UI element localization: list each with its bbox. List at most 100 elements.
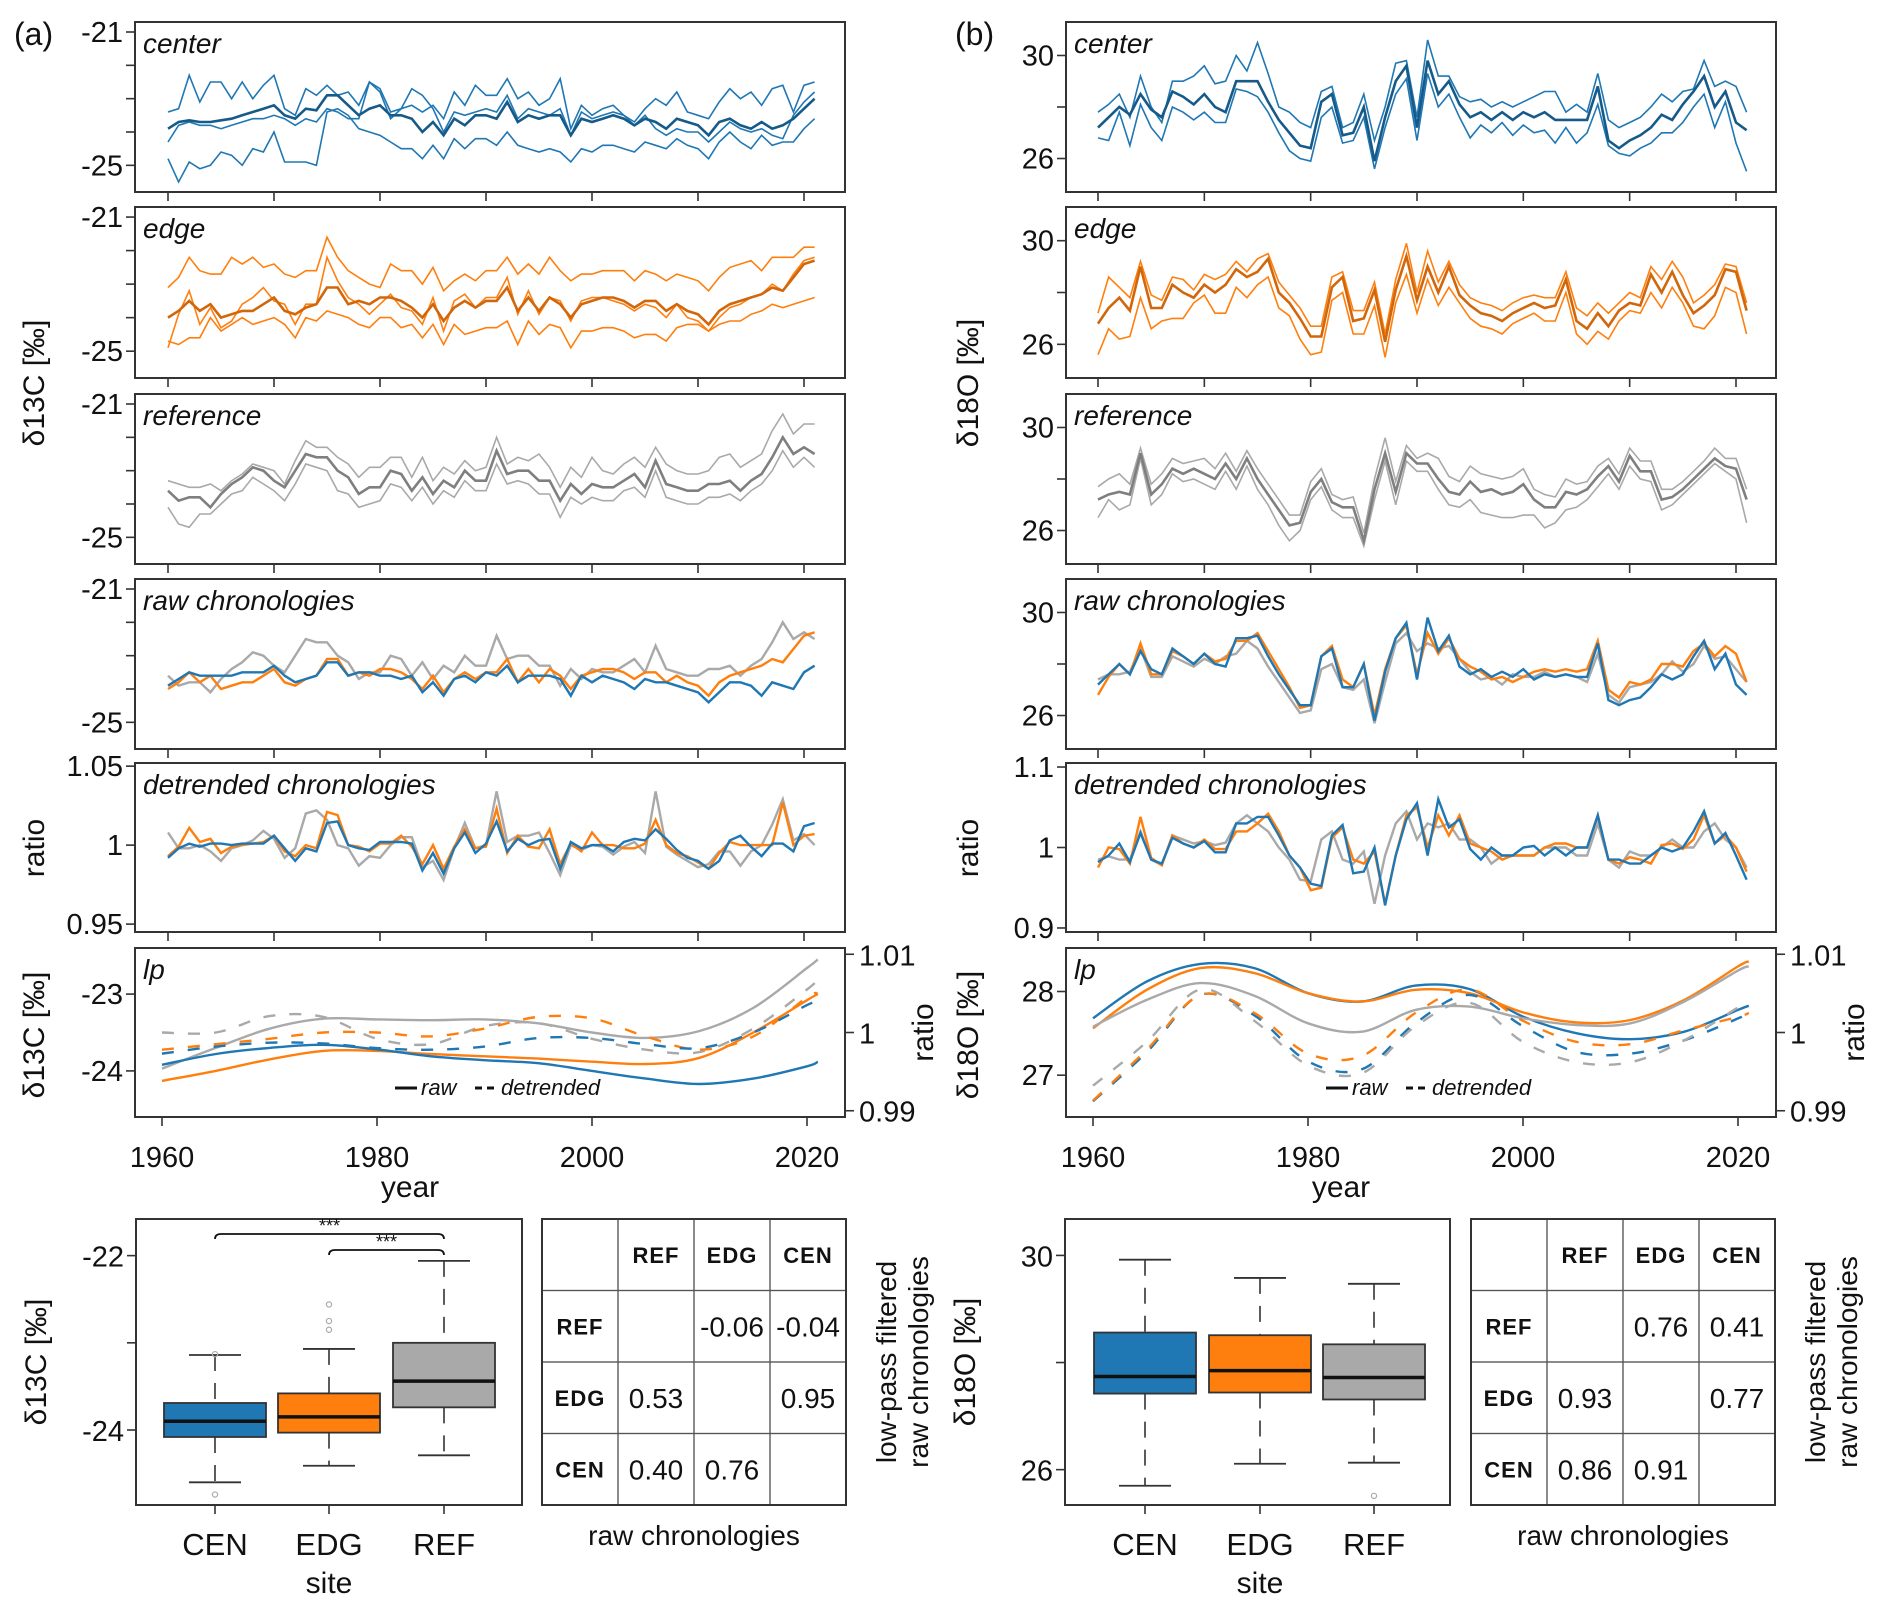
- y-right-tick-label: 1.01: [1790, 940, 1846, 972]
- y-axis-title-lp-d13c: δ13C [‰]: [18, 972, 51, 1099]
- table-column-header: CEN: [783, 1243, 832, 1268]
- significance-label: ***: [376, 1232, 397, 1252]
- table-column-header: REF: [633, 1243, 680, 1268]
- panel-frame: [134, 947, 846, 1118]
- x-tick-label: EDG: [1226, 1527, 1293, 1562]
- table-value: 0.95: [781, 1383, 836, 1414]
- x-axis-title: site: [1237, 1567, 1284, 1600]
- panel-title: edge: [143, 213, 205, 244]
- mean-series-line: [167, 434, 816, 510]
- y-tick-label: -23: [81, 979, 123, 1011]
- y-tick-label: -25: [81, 336, 123, 368]
- y-right-tick-label: 1: [859, 1019, 875, 1051]
- lp-line-cen-raw: [161, 1043, 819, 1086]
- legend-detrended-label: detrended: [1432, 1075, 1532, 1100]
- mean-series-line: [167, 94, 816, 138]
- x-tick-label: EDG: [295, 1527, 362, 1562]
- y-tick-label: 28: [1022, 977, 1054, 1009]
- box-cen: [1093, 1331, 1197, 1395]
- series-line-cen: [167, 661, 816, 704]
- panel-title: lp: [143, 954, 165, 985]
- table-cell: [1546, 1289, 1624, 1363]
- box-ref: [392, 1341, 496, 1409]
- y-tick-label: 26: [1022, 329, 1054, 361]
- table-column-header: EDG: [1636, 1243, 1687, 1268]
- table-value: 0.53: [629, 1383, 684, 1414]
- y-axis-title-d18o: δ18O [‰]: [952, 319, 985, 447]
- lp-line-ref-raw: [1092, 965, 1750, 1034]
- table-cell: [541, 1218, 619, 1292]
- panel-b-edge: 30 26 edge: [1022, 206, 1777, 387]
- panel-frame: [134, 21, 846, 193]
- panel-title: reference: [1074, 400, 1192, 431]
- series-line-ref: [167, 619, 816, 695]
- tree-series-line: [167, 412, 815, 492]
- table-column-header: CEN: [1712, 1243, 1761, 1268]
- y-right-axis-title: ratio: [1838, 1003, 1871, 1061]
- panel-b-letter: (b): [955, 16, 994, 52]
- series-line-edg: [167, 631, 815, 698]
- y-tick-label: -21: [81, 389, 123, 421]
- table-y-title-line1: low-pass filtered: [871, 1261, 902, 1463]
- mean-series-line: [1097, 60, 1748, 162]
- y-tick-label: 1: [107, 830, 123, 862]
- table-row-header: EDG: [1484, 1386, 1535, 1411]
- table-value: 0.86: [1558, 1454, 1613, 1485]
- panel-b-center: 30 26 center: [1022, 21, 1777, 201]
- panel-title: lp: [1074, 954, 1096, 985]
- panel-title: raw chronologies: [143, 585, 355, 616]
- table-value: 0.40: [629, 1454, 684, 1485]
- panel-a-center: -21 -25 center: [81, 17, 846, 201]
- significance-bracket: [328, 1249, 445, 1256]
- significance-label: ***: [319, 1216, 340, 1236]
- outlier-point: [325, 1326, 333, 1333]
- correlation-table-b-table: REF EDG CEN REF 0.76 0.41 EDG 0.93 0.77 CEN 0.86 0.…: [1470, 1218, 1863, 1551]
- outlier-point: [325, 1301, 333, 1308]
- y-tick-label: -21: [81, 202, 123, 234]
- y-axis-title: δ18O [‰]: [949, 1298, 982, 1426]
- tree-series-line: [167, 72, 815, 132]
- outlier-point: [211, 1350, 219, 1358]
- lp-line-ref-detrended: [161, 978, 819, 1055]
- x-tick-label: REF: [1343, 1527, 1405, 1562]
- panel-frame: [134, 393, 846, 565]
- y-axis-title-ratio-b: ratio: [952, 819, 985, 877]
- series-line-cen: [1097, 617, 1748, 721]
- outlier-point: [325, 1317, 333, 1325]
- y-tick-label: -21: [81, 17, 123, 49]
- mean-series-line: [1096, 251, 1748, 342]
- series-line-cen: [1097, 794, 1748, 906]
- panel-frame: [134, 206, 846, 379]
- outlier-point: [211, 1491, 219, 1498]
- legend-raw-label: raw: [421, 1075, 459, 1100]
- panel-b-raw: 30 26 raw chronologies: [1022, 578, 1777, 758]
- tree-series-line: [167, 296, 815, 350]
- panel-a-edge: -21 -25 edge: [81, 202, 846, 387]
- lp-line-cen-detrended: [161, 1000, 819, 1055]
- lp-line-ref-raw: [161, 958, 819, 1070]
- panel-a-raw: -21 -25 raw chronologies: [81, 574, 846, 758]
- lp-line-cen-raw: [1092, 961, 1750, 1041]
- x-axis-title: site: [306, 1567, 353, 1600]
- y-axis-title-d13c: δ13C [‰]: [18, 320, 51, 447]
- table-value: 0.76: [705, 1454, 760, 1485]
- x-tick-label: 1980: [1276, 1142, 1341, 1174]
- table-y-title-line2: raw chronologies: [1832, 1256, 1863, 1468]
- y-tick-label: -21: [81, 574, 123, 606]
- outlier-point: [1370, 1492, 1378, 1500]
- mean-series-line: [167, 259, 815, 327]
- x-tick-label: 2000: [560, 1142, 625, 1174]
- table-y-title-line2: raw chronologies: [903, 1256, 934, 1468]
- tree-series-line: [167, 107, 816, 184]
- y-tick-label: 26: [1022, 516, 1054, 548]
- panel-a-reference: -21 -25 reference: [81, 389, 846, 573]
- table-cell: [1698, 1432, 1776, 1506]
- x-tick-label: 2020: [775, 1142, 840, 1174]
- table-cell: [1470, 1218, 1548, 1292]
- y-axis-title-lp-d18o: δ18O [‰]: [952, 971, 985, 1099]
- table-y-title-line1: low-pass filtered: [1800, 1261, 1831, 1463]
- table-value: 0.41: [1710, 1311, 1765, 1342]
- table-cell: [769, 1432, 847, 1506]
- panel-frame: [1065, 947, 1777, 1118]
- panel-title: detrended chronologies: [1074, 769, 1367, 800]
